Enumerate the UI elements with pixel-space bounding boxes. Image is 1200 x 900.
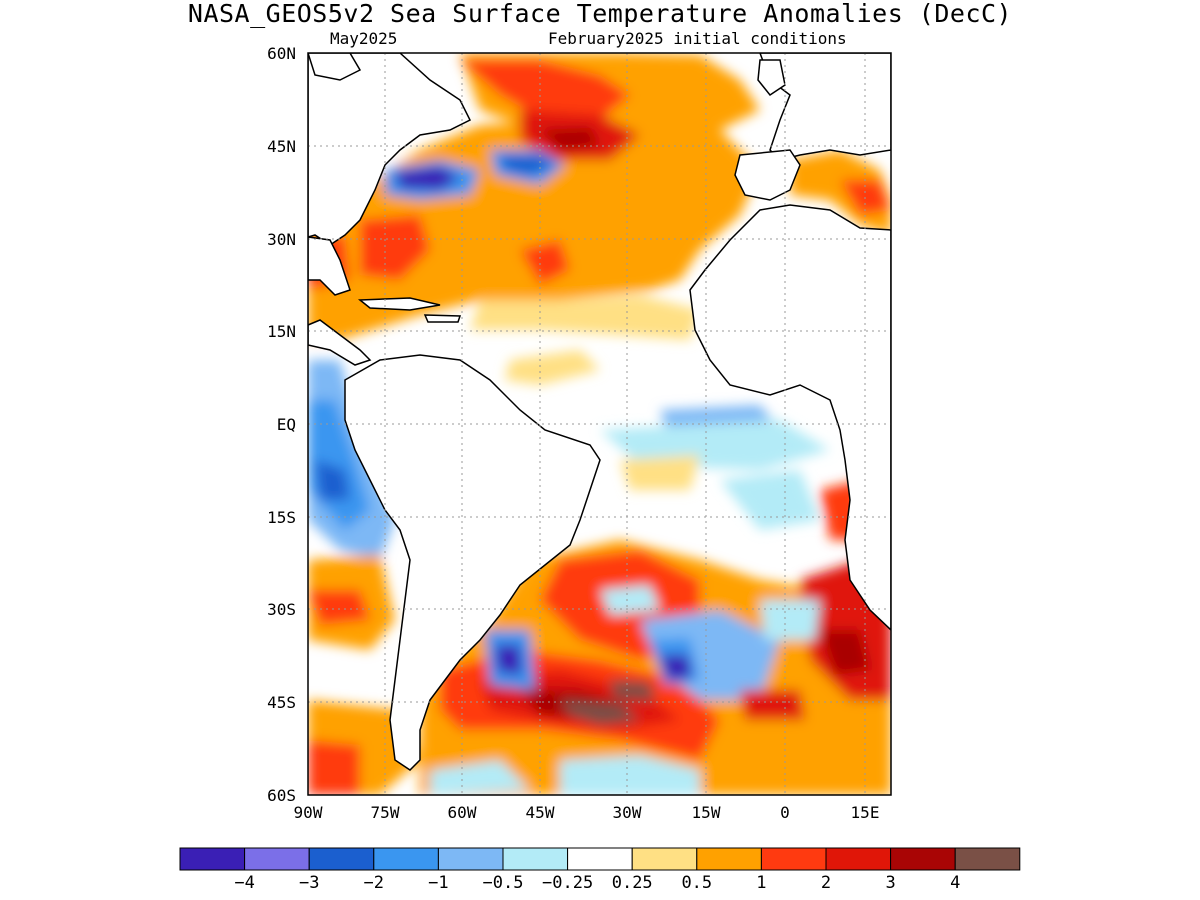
colorbar-label: −1 xyxy=(428,873,448,893)
colorbar-swatch xyxy=(631,847,698,871)
latitude-labels: 60N 45N 30N 15N EQ 15S 30S 45S 60S xyxy=(267,44,296,805)
lon-label: 75W xyxy=(371,803,400,822)
colorbar-swatch xyxy=(760,847,827,871)
lon-label: 45W xyxy=(526,803,555,822)
lat-label: 15S xyxy=(267,508,296,527)
colorbar-label: 1 xyxy=(756,873,766,893)
colorbar-label: −3 xyxy=(299,873,319,893)
colorbar-label: 0.5 xyxy=(681,873,712,893)
land-masses xyxy=(308,53,891,771)
colorbar-label: −2 xyxy=(364,873,384,893)
colorbar-swatch xyxy=(825,847,892,871)
colorbar-swatch xyxy=(696,847,762,871)
colorbar-label: −4 xyxy=(234,873,254,893)
colorbar-swatch xyxy=(179,847,246,871)
colorbar-label: −0.25 xyxy=(542,873,593,893)
colorbar-label: −0.5 xyxy=(483,873,524,893)
lat-label: 45S xyxy=(267,693,296,712)
lat-label: EQ xyxy=(277,415,296,434)
lon-label: 15E xyxy=(851,803,880,822)
longitude-labels: 90W 75W 60W 45W 30W 15W 0 15E xyxy=(294,803,880,822)
forecast-month: May2025 xyxy=(330,29,398,48)
lon-label: 30W xyxy=(613,803,642,822)
lat-label: 60S xyxy=(267,786,296,805)
lat-label: 30S xyxy=(267,600,296,619)
graticule xyxy=(308,53,891,795)
colorbar-label: 3 xyxy=(885,873,895,893)
lat-label: 15N xyxy=(267,322,296,341)
colorbar-swatch xyxy=(890,847,956,871)
colorbar: −4 −3 −2 −1 −0.5 −0.25 0.25 0.5 1 2 3 4 xyxy=(179,847,1021,893)
initial-conditions-label: February2025 initial conditions xyxy=(548,29,847,48)
anomaly-field xyxy=(308,53,891,795)
lon-label: 90W xyxy=(294,803,323,822)
colorbar-swatch xyxy=(308,847,375,871)
colorbar-swatch xyxy=(437,847,504,871)
lon-label: 15W xyxy=(692,803,721,822)
lon-label: 0 xyxy=(780,803,790,822)
colorbar-swatch xyxy=(244,847,310,871)
colorbar-label: 2 xyxy=(821,873,831,893)
map-title: NASA_GEOS5v2 Sea Surface Temperature Ano… xyxy=(187,0,1013,28)
lat-label: 60N xyxy=(267,44,296,63)
lon-label: 60W xyxy=(448,803,477,822)
colorbar-swatch xyxy=(502,847,569,871)
lat-label: 30N xyxy=(267,230,296,249)
colorbar-label: 4 xyxy=(950,873,960,893)
colorbar-swatch xyxy=(567,847,633,871)
lat-label: 45N xyxy=(267,137,296,156)
colorbar-label: 0.25 xyxy=(612,873,653,893)
colorbar-swatch xyxy=(373,847,439,871)
colorbar-swatch xyxy=(954,847,1021,871)
map-frame xyxy=(307,52,892,796)
